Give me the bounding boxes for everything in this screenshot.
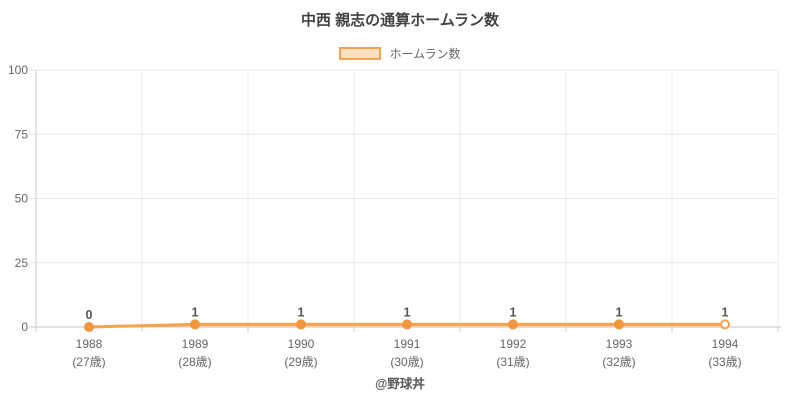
legend-item[interactable]: ホームラン数 — [339, 45, 461, 62]
y-axis-tick-label: 25 — [15, 256, 29, 270]
data-point[interactable] — [296, 319, 306, 330]
x-axis-label: 1994 — [712, 337, 739, 351]
data-point-label: 1 — [192, 305, 199, 319]
x-axis-label: 1988 — [76, 337, 103, 351]
x-axis-sublabel: (30歳) — [390, 355, 423, 369]
data-point[interactable] — [402, 319, 412, 330]
data-point[interactable] — [84, 322, 94, 332]
legend-swatch-icon — [339, 47, 382, 60]
x-axis-sublabel: (32歳) — [602, 355, 635, 369]
data-point[interactable] — [508, 319, 518, 330]
data-point-label: 1 — [298, 305, 305, 319]
y-axis-tick-label: 50 — [15, 192, 29, 206]
line-chart-plot: 0 25 50 75 100 0 1 1 1 1 1 1 1988 (27歳) 1989 (28歳) 1990 (… — [8, 63, 781, 369]
x-axis-label: 1992 — [500, 337, 527, 351]
x-axis-sublabel: (28歳) — [178, 355, 211, 369]
data-point-label: 0 — [86, 308, 93, 322]
legend: ホームラン数 — [0, 45, 800, 62]
y-axis-tick-label: 75 — [15, 127, 29, 141]
y-axis-tick-label: 0 — [21, 320, 28, 334]
legend-item-label: ホームラン数 — [389, 47, 461, 61]
chart-title: 中西 親志の通算ホームラン数 — [301, 12, 499, 29]
x-axis-label: 1993 — [606, 337, 633, 351]
data-point-label: 1 — [510, 305, 517, 319]
footer-credit: @野球丼 — [375, 377, 425, 391]
data-point[interactable] — [190, 319, 200, 330]
y-axis-tick-label: 100 — [8, 63, 28, 77]
data-point-label: 1 — [404, 305, 411, 319]
data-point-label: 1 — [616, 305, 623, 319]
x-axis-label: 1991 — [394, 337, 421, 351]
x-axis-sublabel: (27歳) — [72, 355, 105, 369]
x-axis-sublabel: (31歳) — [496, 355, 529, 369]
x-axis-sublabel: (33歳) — [708, 355, 741, 369]
x-axis-label: 1989 — [182, 337, 209, 351]
data-point-label: 1 — [722, 305, 729, 319]
x-axis-label: 1990 — [288, 337, 315, 351]
data-point[interactable] — [614, 319, 624, 330]
x-axis-sublabel: (29歳) — [284, 355, 317, 369]
data-point[interactable] — [720, 319, 730, 330]
